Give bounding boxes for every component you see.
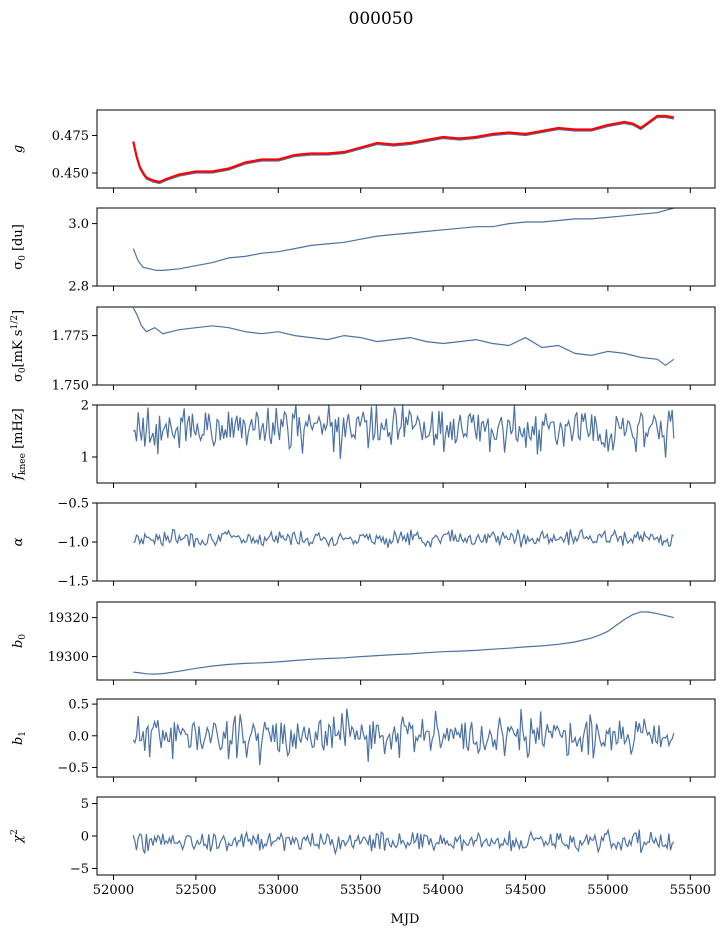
panel-7: −0.5 0.0 0.5 b1 bbox=[11, 698, 716, 782]
panel-3-ytick-label: 1.750 bbox=[52, 379, 89, 394]
panel-1-series-1 bbox=[132, 116, 674, 185]
panel-8-ylabel: χ2 bbox=[10, 829, 26, 844]
x-tick-label: 55500 bbox=[670, 883, 711, 898]
figure-title: 000050 bbox=[349, 9, 414, 29]
panel-4-frame bbox=[96, 404, 716, 484]
panel-1: 0.450 0.475 g bbox=[11, 109, 716, 193]
x-tick-label: 52500 bbox=[175, 883, 216, 898]
panel-6-frame bbox=[96, 601, 716, 681]
panel-7-frame bbox=[96, 698, 716, 778]
panels: 0.450 0.475 g 2.8 3.0 σ0 [du] 1.750 1.775 σ0[mK … bbox=[10, 109, 716, 898]
x-tick-label: 53000 bbox=[258, 883, 299, 898]
panel-5-ylabel: α bbox=[11, 537, 26, 546]
x-tick-label: 52000 bbox=[93, 883, 134, 898]
panel-4-ytick-label: 2 bbox=[81, 399, 89, 414]
panel-3: 1.750 1.775 σ0[mK s1/2] bbox=[10, 306, 716, 394]
panel-1-ylabel: g bbox=[11, 145, 26, 153]
panel-2-ylabel: σ0 [du] bbox=[11, 224, 28, 270]
panel-7-ytick-label: −0.5 bbox=[57, 761, 89, 776]
panel-5-ytick-label: −0.5 bbox=[57, 497, 89, 512]
panel-5-ytick-label: −1.0 bbox=[57, 536, 89, 551]
panel-3-ylabel: σ0[mK s1/2] bbox=[10, 310, 28, 382]
panel-2-ytick-label: 2.8 bbox=[68, 280, 89, 295]
panel-8-series-1 bbox=[132, 827, 675, 856]
panel-2-series-1 bbox=[132, 208, 674, 271]
panel-5: −1.5 −1.0 −0.5 α bbox=[11, 497, 716, 590]
x-tick-label: 54000 bbox=[422, 883, 463, 898]
panel-7-ytick-label: 0.0 bbox=[68, 729, 89, 744]
x-tick-label: 54500 bbox=[505, 883, 546, 898]
panel-2: 2.8 3.0 σ0 [du] bbox=[11, 207, 716, 295]
panel-8-ytick-label: −5 bbox=[70, 862, 89, 877]
panel-4-ytick-label: 1 bbox=[81, 451, 89, 466]
panel-8-ytick-label: 0 bbox=[81, 830, 89, 845]
panel-6-ytick-label: 19320 bbox=[48, 611, 89, 626]
panel-4: 1 2 fknee [mHz] bbox=[11, 399, 716, 488]
panel-7-series-1 bbox=[132, 708, 675, 766]
panel-3-frame bbox=[96, 306, 716, 386]
panel-6: 19300 19320 b0 bbox=[11, 601, 716, 685]
panel-3-ytick-label: 1.775 bbox=[52, 329, 89, 344]
panel-1-series-2 bbox=[132, 114, 674, 184]
x-tick-label: 55000 bbox=[587, 883, 628, 898]
panel-4-series-1 bbox=[133, 405, 675, 459]
panel-1-ytick-label: 0.475 bbox=[52, 129, 89, 144]
panel-3-series-1 bbox=[132, 307, 675, 367]
panel-6-ytick-label: 19300 bbox=[48, 650, 89, 665]
panel-2-ytick-label: 3.0 bbox=[68, 217, 89, 232]
panel-5-ytick-label: −1.5 bbox=[57, 575, 89, 590]
panel-6-ylabel: b0 bbox=[11, 634, 28, 648]
panel-6-series-1 bbox=[133, 611, 674, 675]
panel-1-ytick-label: 0.450 bbox=[52, 167, 89, 182]
x-tick-label: 53500 bbox=[340, 883, 381, 898]
panel-7-ytick-label: 0.5 bbox=[68, 698, 89, 713]
x-axis-label: MJD bbox=[391, 912, 420, 927]
panel-7-ylabel: b1 bbox=[11, 731, 28, 745]
panel-5-series-1 bbox=[133, 528, 675, 548]
panel-1-frame bbox=[96, 109, 716, 189]
panel-4-ylabel: fknee [mHz] bbox=[11, 408, 28, 481]
panel-8: −5 0 5 52000 52500 53000 53500 54000 54500 55000 5… bbox=[10, 796, 716, 898]
panel-2-frame bbox=[96, 207, 716, 287]
panel-8-ytick-label: 5 bbox=[81, 797, 89, 812]
